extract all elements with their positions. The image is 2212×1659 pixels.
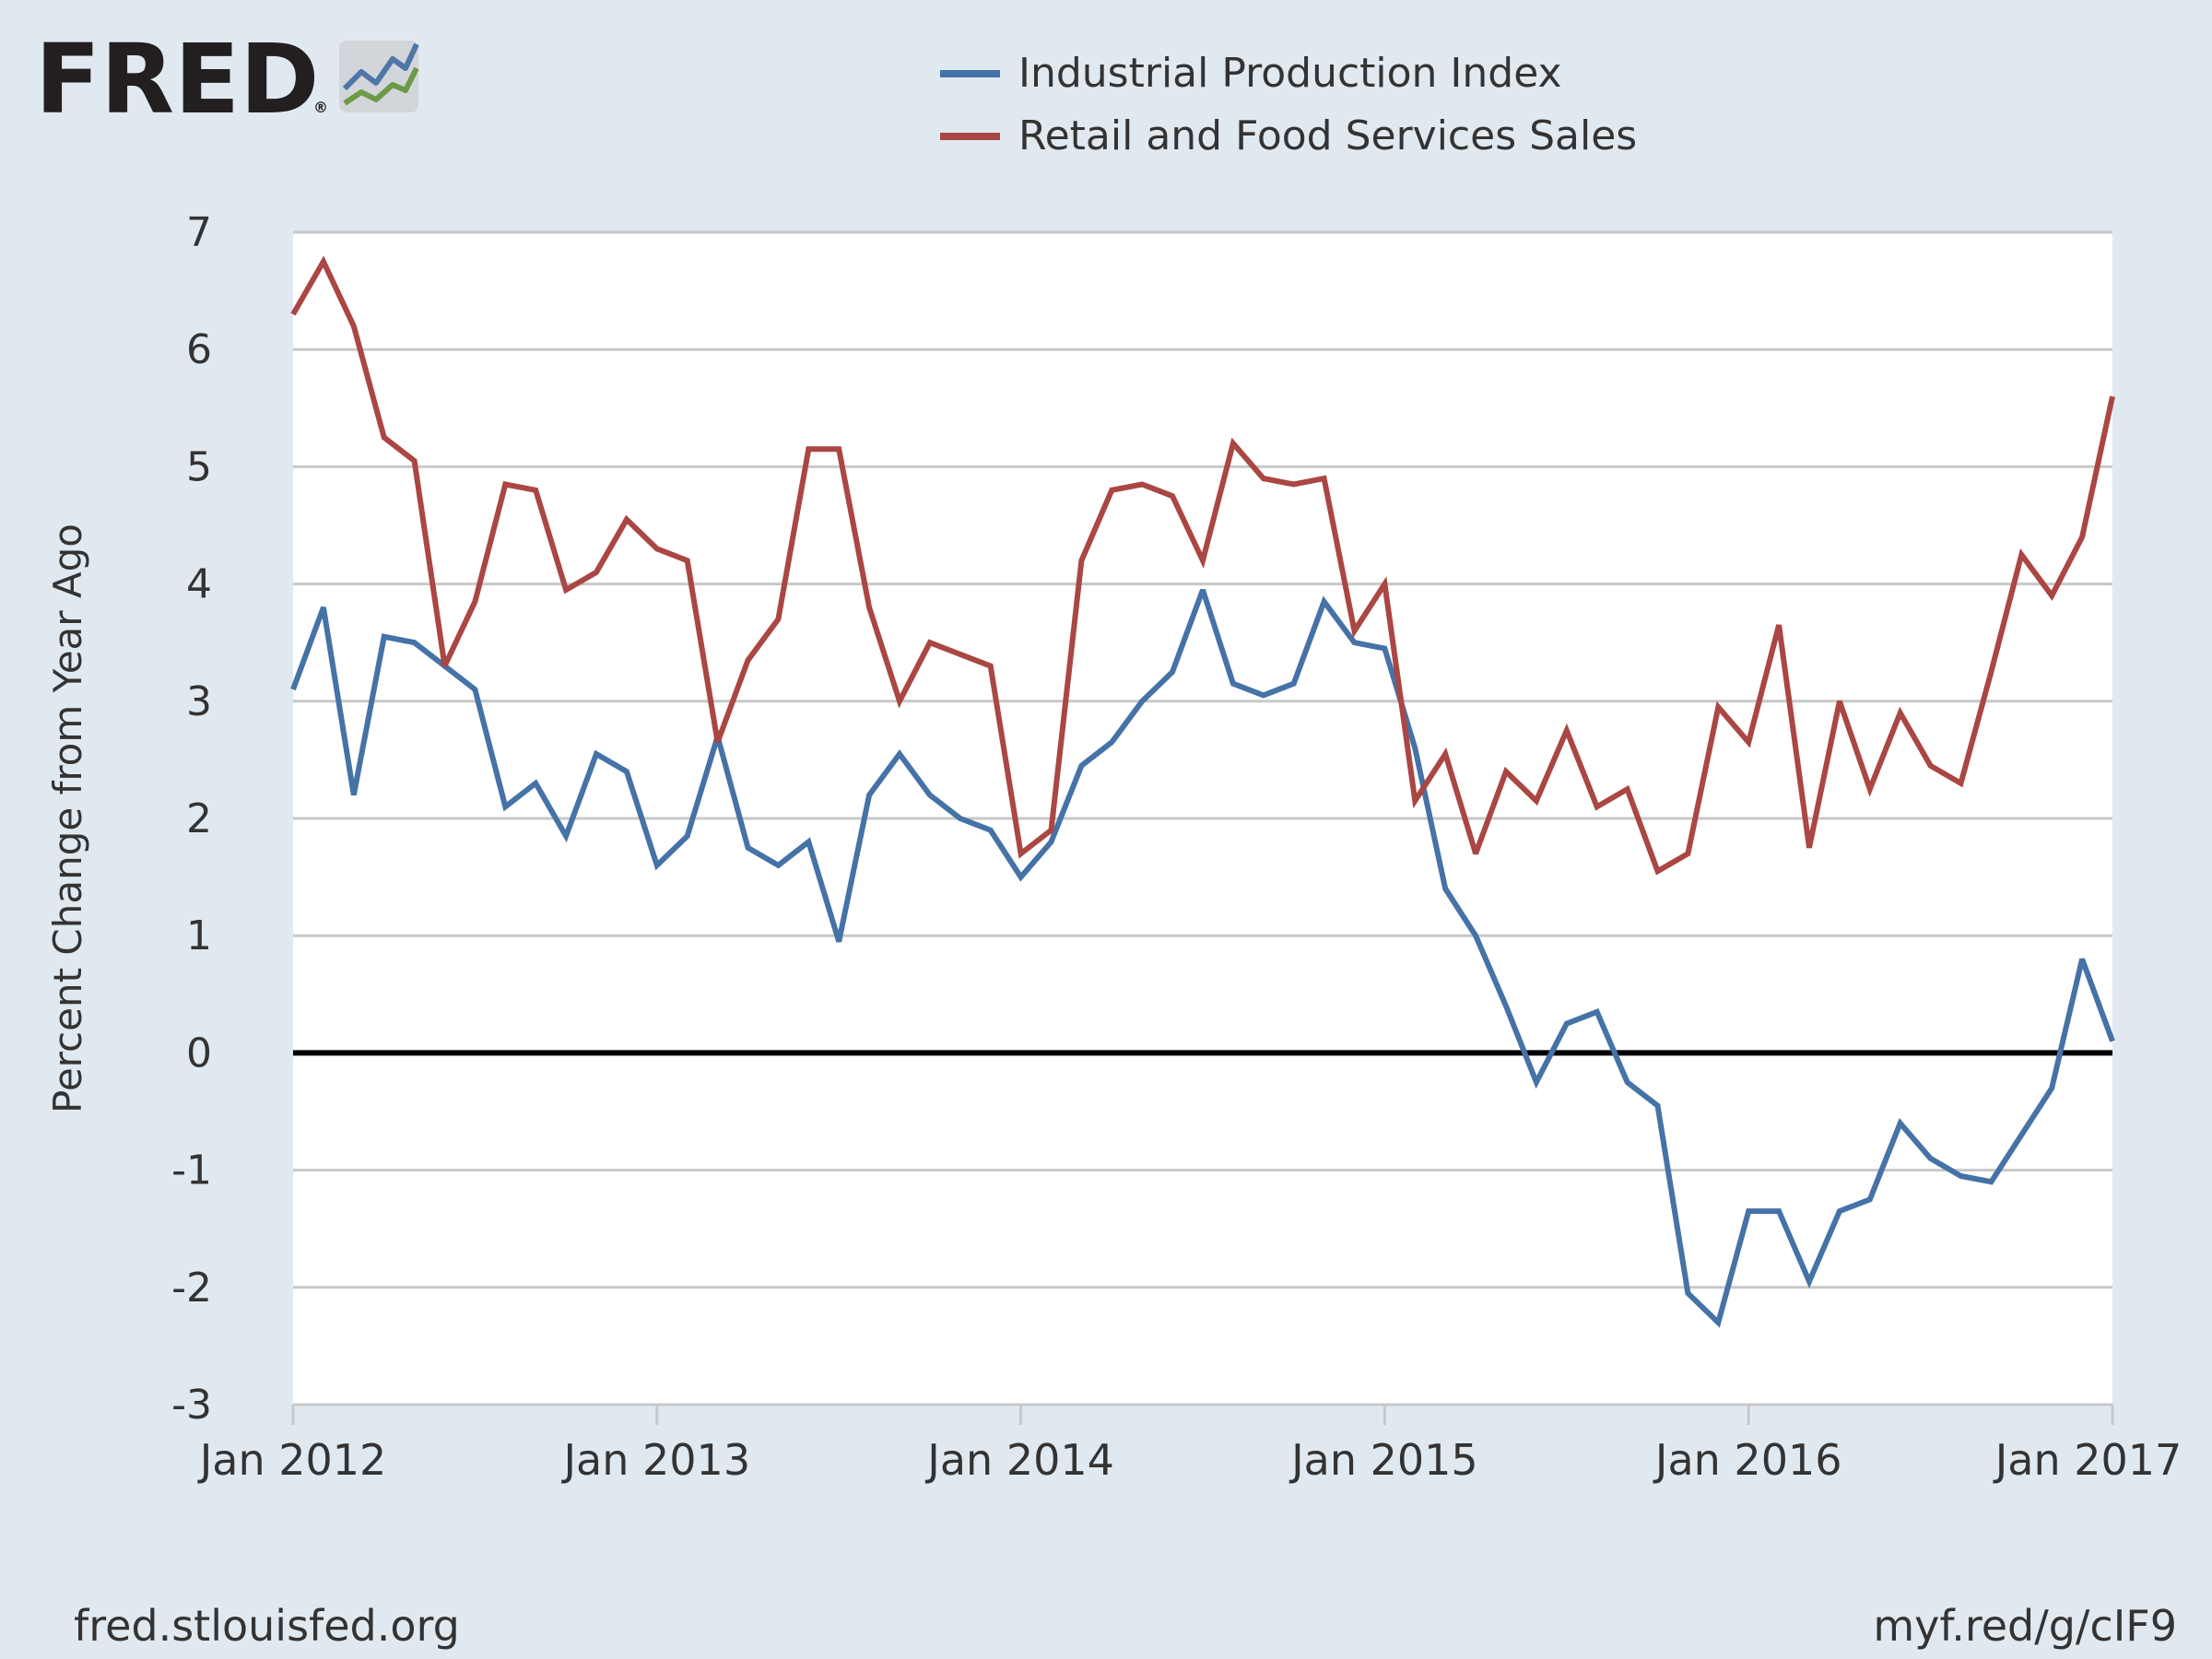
legend-label-retail-sales: Retail and Food Services Sales: [1018, 112, 1637, 159]
x-tick-label: Jan 2014: [924, 1435, 1114, 1485]
y-tick-label: 6: [186, 326, 212, 373]
fred-logo[interactable]: FRED ®: [35, 23, 419, 135]
gridlines: [293, 230, 2112, 1406]
legend-item-industrial-production[interactable]: Industrial Production Index: [940, 50, 1562, 97]
y-axis-label: Percent Change from Year Ago: [45, 524, 90, 1113]
x-tick-label: Jan 2017: [1993, 1435, 2183, 1485]
legend: Industrial Production Index Retail and F…: [940, 50, 1637, 159]
x-axis-ticks: Jan 2012 Jan 2013 Jan 2014 Jan 2015 Jan 2016…: [197, 1405, 2183, 1485]
y-tick-label: 3: [186, 678, 212, 725]
y-tick-label: -1: [171, 1147, 212, 1194]
fred-logo-text: FRED: [35, 23, 320, 135]
x-tick-label: Jan 2013: [560, 1435, 750, 1485]
y-tick-label: 2: [186, 795, 212, 842]
series-lines: [290, 255, 2115, 1328]
series-line-industrial-production[interactable]: [290, 588, 2115, 1328]
registered-mark: ®: [313, 99, 328, 116]
y-axis-ticks: -3 -2 -1 0 1 2 3 4 5 6 7: [171, 209, 212, 1429]
legend-label-industrial-production: Industrial Production Index: [1018, 50, 1562, 97]
y-tick-label: 1: [186, 912, 212, 959]
footer-source-url[interactable]: fred.stlouisfed.org: [74, 1601, 460, 1651]
x-tick-label: Jan 2012: [197, 1435, 387, 1485]
y-tick-label: -3: [171, 1382, 212, 1429]
x-tick-label: Jan 2015: [1288, 1435, 1478, 1485]
y-tick-label: 5: [186, 443, 212, 490]
y-tick-label: 0: [186, 1030, 212, 1077]
footer-short-link[interactable]: myf.red/g/cIF9: [1873, 1601, 2177, 1651]
fred-logo-graph-icon: [339, 41, 419, 112]
legend-item-retail-sales[interactable]: Retail and Food Services Sales: [940, 112, 1637, 159]
y-tick-label: 4: [186, 561, 212, 608]
y-tick-label: -2: [171, 1265, 212, 1312]
y-tick-label: 7: [186, 209, 212, 256]
x-tick-label: Jan 2016: [1653, 1435, 1842, 1485]
series-line-retail-sales[interactable]: [290, 255, 2115, 876]
